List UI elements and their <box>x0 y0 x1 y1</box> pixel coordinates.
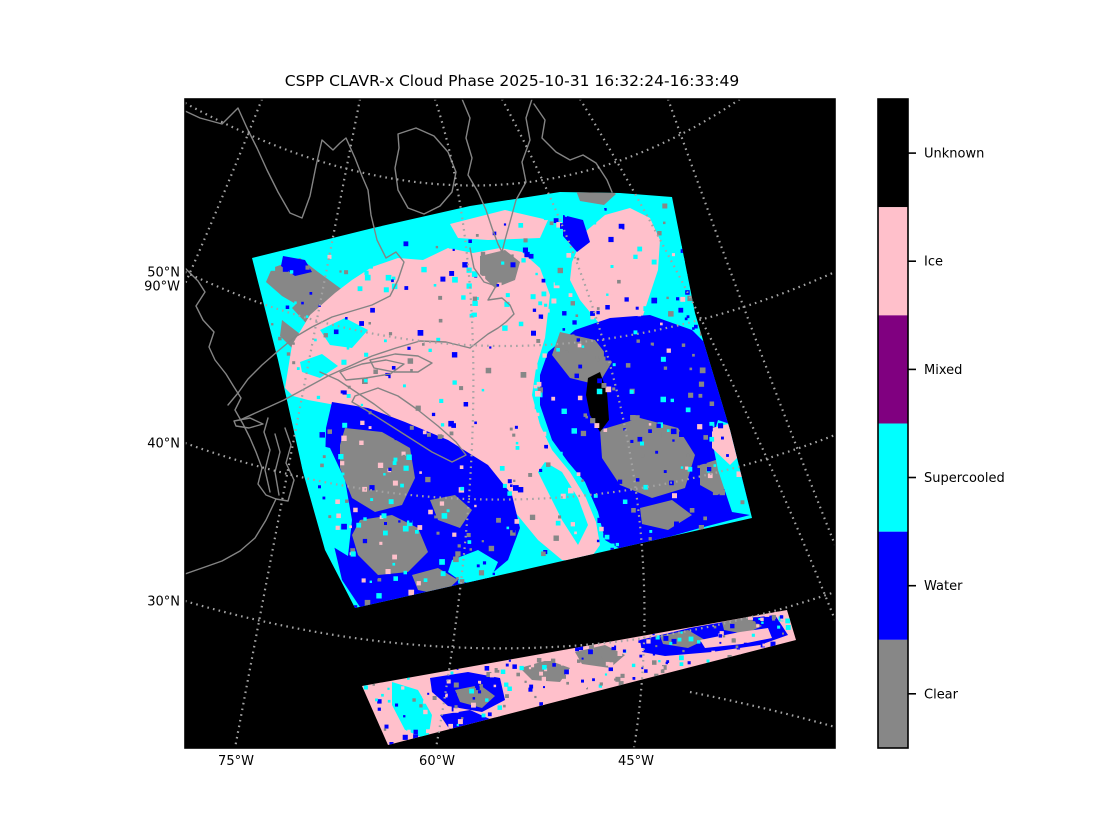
coast-newfoundland <box>469 247 515 349</box>
colorbar-segment-ice <box>878 207 908 316</box>
gridline-parallel-sw-corner <box>689 690 835 729</box>
legend-label-water: Water <box>924 579 963 594</box>
colorbar-segment-unknown <box>878 99 908 208</box>
legend-label-supercooled: Supercooled <box>924 471 1005 486</box>
colorbar: Unknown Ice Mixed Supercooled Water Clea… <box>877 98 1005 749</box>
coast-delaware-bay <box>274 433 281 496</box>
colorbar-segment-mixed <box>878 315 908 424</box>
legend-label-unknown: Unknown <box>924 147 984 162</box>
ytick-label-30n: 30°N <box>147 595 180 610</box>
coast-labrador-quebec <box>185 107 405 406</box>
ytick-label-90w: 90°W <box>144 280 180 295</box>
colorbar-segment-clear <box>878 639 908 748</box>
xtick-label-75w: 75°W <box>218 754 254 769</box>
secondary-swath-speckle <box>363 610 791 745</box>
coast-bay-of-fundy <box>319 371 391 417</box>
colorbar-segment-supercooled <box>878 423 908 532</box>
coast-long-island <box>233 417 264 429</box>
colorbar-frame <box>877 98 909 749</box>
legend-label-ice: Ice <box>924 255 943 270</box>
map-frame <box>184 98 836 749</box>
coast-chesapeake-bay <box>263 417 271 493</box>
legend-label-clear: Clear <box>924 687 959 702</box>
legend-label-mixed: Mixed <box>924 363 962 378</box>
coast-greenland-west <box>461 99 503 253</box>
gridline-meridian-45w <box>501 99 646 748</box>
coast-st-lawrence-south-shore <box>239 340 471 421</box>
gridline-meridian-30w <box>579 99 835 621</box>
coast-us-mid-atlantic <box>185 498 277 575</box>
ytick-label-40n: 40°N <box>147 437 180 452</box>
coast-greenland-east <box>501 99 533 253</box>
colorbar-segment-water <box>878 531 908 640</box>
ytick-label-50n: 50°N <box>147 266 180 281</box>
coast-us-northeast <box>185 267 295 502</box>
coast-nova-scotia <box>351 387 467 463</box>
coast-gaspe <box>339 359 405 381</box>
coastlines <box>185 99 613 575</box>
main-swath-granule <box>252 192 752 608</box>
coast-anticosti-island <box>369 353 433 373</box>
coast-labrador-bay <box>394 127 457 215</box>
gridline-parallel-50n <box>185 270 835 347</box>
gridline-parallel-40n <box>185 433 835 501</box>
gridline-meridian-15w <box>666 99 835 546</box>
plot-title: CSPP CLAVR-x Cloud Phase 2025-10-31 16:3… <box>285 72 739 90</box>
gridline-meridian-75w <box>233 99 362 748</box>
coast-greenland-spur <box>533 103 613 193</box>
xtick-label-60w: 60°W <box>419 754 455 769</box>
gridline-parallel-60n <box>185 99 741 187</box>
graticule <box>185 99 835 748</box>
xtick-label-45w: 45°W <box>618 754 654 769</box>
